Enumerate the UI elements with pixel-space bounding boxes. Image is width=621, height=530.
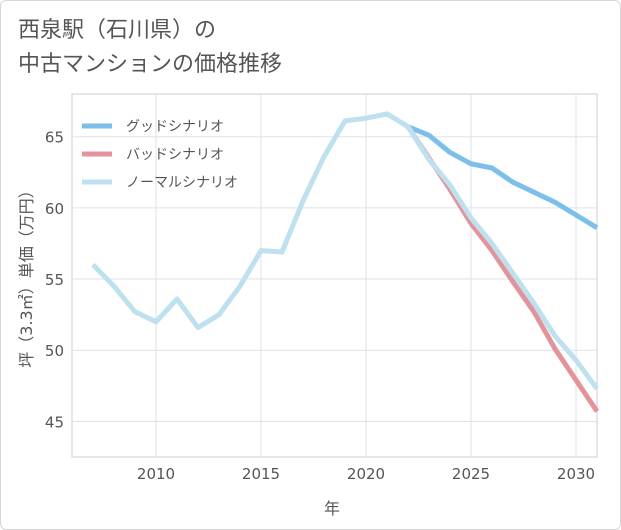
series-line-good — [407, 124, 599, 230]
y-tick-60: 60 — [45, 200, 64, 218]
y-tick-55: 55 — [45, 271, 64, 289]
chart-title-line2: 中古マンションの価格推移 — [18, 52, 283, 77]
y-tick-50: 50 — [45, 342, 64, 360]
legend-label-bad: バッドシナリオ — [126, 147, 224, 163]
x-tick-2030: 2030 — [557, 465, 595, 483]
x-tick-2015: 2015 — [242, 465, 280, 483]
chart-title: 西泉駅（石川県）の 中古マンションの価格推移 — [18, 14, 282, 82]
series-lines — [91, 111, 600, 413]
series-line-normal — [91, 111, 600, 391]
legend-label-good: グッドシナリオ — [126, 119, 224, 135]
chart-title-line1: 西泉駅（石川県）の — [18, 18, 217, 43]
y-tick-65: 65 — [45, 129, 64, 147]
y-tick-45: 45 — [45, 413, 64, 431]
x-axis-label: 年 — [324, 499, 340, 518]
x-gridlines — [155, 94, 577, 457]
x-tick-2025: 2025 — [452, 465, 490, 483]
x-tick-2010: 2010 — [137, 465, 175, 483]
plot-area-border — [71, 93, 598, 458]
y-tick-labels: 45 50 55 60 65 — [45, 129, 64, 432]
legend-label-normal: ノーマルシナリオ — [126, 175, 238, 191]
x-tick-labels: 2010 2015 2020 2025 2030 — [137, 465, 595, 483]
y-axis-label: 坪（3.3㎡）単価（万円） — [17, 182, 36, 367]
x-tick-2020: 2020 — [347, 465, 385, 483]
